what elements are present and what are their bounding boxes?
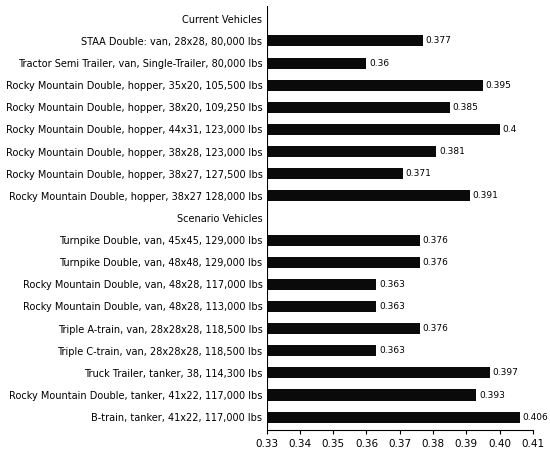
Bar bbox=[267, 190, 470, 202]
Bar bbox=[267, 412, 520, 423]
Text: 0.397: 0.397 bbox=[492, 369, 518, 377]
Bar bbox=[267, 168, 403, 179]
Bar bbox=[267, 35, 423, 46]
Bar bbox=[267, 279, 376, 290]
Text: 0.4: 0.4 bbox=[502, 125, 516, 134]
Bar bbox=[267, 102, 450, 113]
Text: 0.381: 0.381 bbox=[439, 147, 465, 156]
Bar bbox=[267, 124, 499, 135]
Text: 0.393: 0.393 bbox=[479, 390, 505, 399]
Text: 0.36: 0.36 bbox=[369, 59, 389, 68]
Text: 0.391: 0.391 bbox=[472, 192, 498, 200]
Text: 0.363: 0.363 bbox=[379, 280, 405, 289]
Text: 0.363: 0.363 bbox=[379, 302, 405, 311]
Bar bbox=[267, 257, 420, 268]
Text: 0.363: 0.363 bbox=[379, 346, 405, 355]
Bar bbox=[267, 57, 366, 69]
Text: 0.376: 0.376 bbox=[422, 236, 448, 245]
Bar bbox=[267, 389, 476, 400]
Bar bbox=[267, 301, 376, 312]
Text: 0.371: 0.371 bbox=[406, 169, 432, 178]
Bar bbox=[267, 80, 483, 91]
Bar bbox=[267, 367, 490, 379]
Bar bbox=[267, 235, 420, 246]
Text: 0.376: 0.376 bbox=[422, 324, 448, 333]
Text: 0.376: 0.376 bbox=[422, 258, 448, 267]
Bar bbox=[267, 146, 436, 157]
Bar bbox=[267, 323, 420, 334]
Text: 0.385: 0.385 bbox=[452, 103, 478, 112]
Text: 0.395: 0.395 bbox=[486, 81, 512, 90]
Text: 0.406: 0.406 bbox=[522, 413, 548, 422]
Bar bbox=[267, 345, 376, 356]
Text: 0.377: 0.377 bbox=[426, 36, 452, 46]
